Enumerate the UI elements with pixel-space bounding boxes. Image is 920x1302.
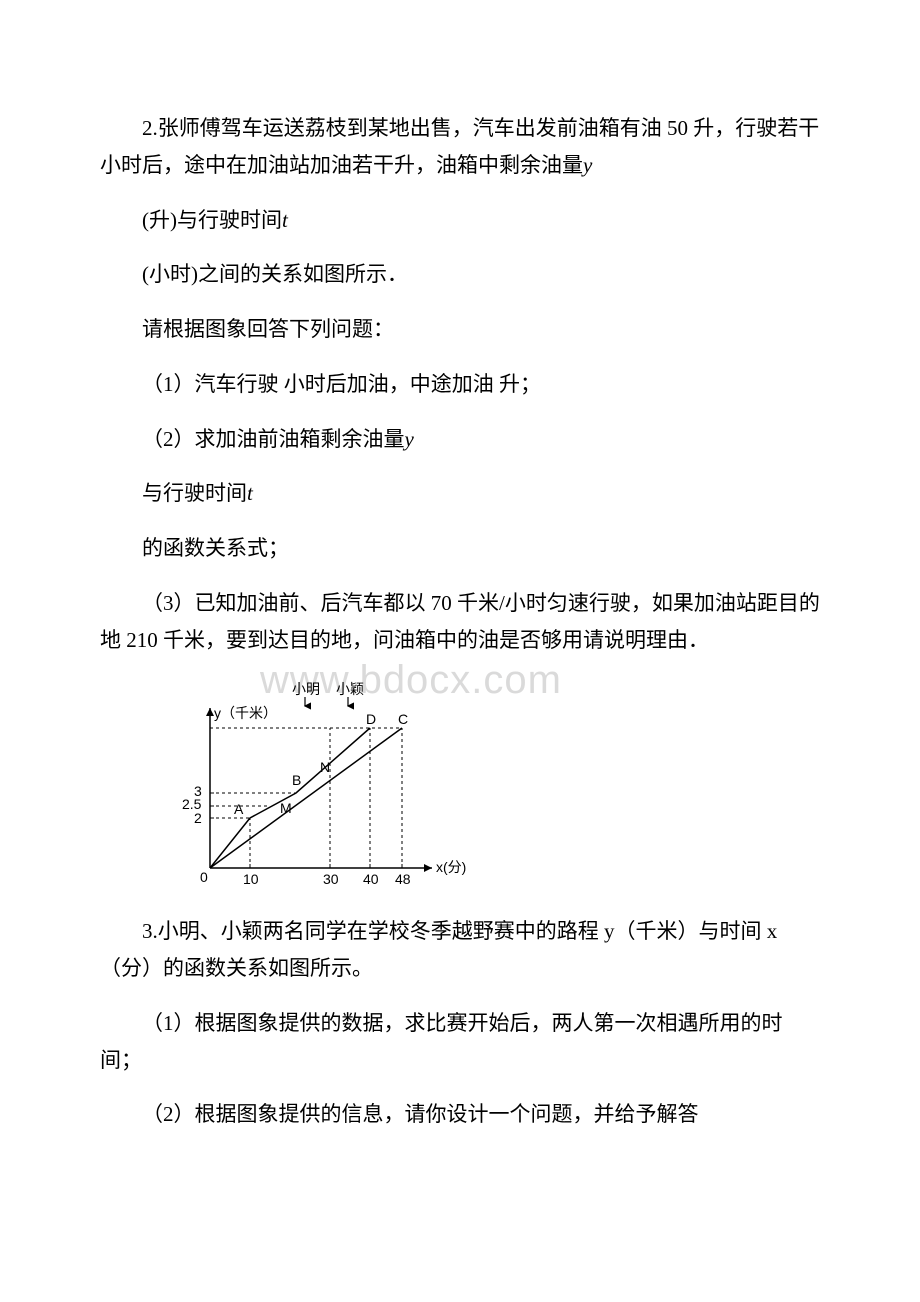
q3-l2: （1）根据图象提供的数据，求比赛开始后，两人第一次相遇所用的时间；: [100, 1005, 820, 1079]
q2-l6: （2）求加油前油箱剩余油量y: [100, 421, 820, 458]
q2-l2: (升)与行驶时间t: [100, 202, 820, 239]
race-chart: 小明 小颖 y（千米） x(分) 0 10 30 40: [170, 678, 480, 893]
y-axis-label: y（千米）: [214, 705, 277, 721]
xtick-48: 48: [395, 871, 411, 887]
q2-l6-text: （2）求加油前油箱剩余油量: [142, 427, 405, 451]
ytick-2: 2: [194, 810, 202, 826]
q2-var-t1: t: [282, 208, 288, 232]
q3-l3: （2）根据图象提供的信息，请你设计一个问题，并给予解答: [100, 1096, 820, 1133]
q2-l9: （3）已知加油前、后汽车都以 70 千米/小时匀速行驶，如果加油站距目的地 21…: [100, 585, 820, 659]
origin-label: 0: [200, 869, 208, 885]
q3-intro: 3.小明、小颖两名同学在学校冬季越野赛中的路程 y（千米）与时间 x（分）的函数…: [100, 913, 820, 987]
q2-l4: 请根据图象回答下列问题：: [100, 311, 820, 348]
q2-var-y2: y: [405, 427, 414, 451]
pt-D: D: [366, 711, 376, 727]
pt-B: B: [292, 772, 301, 788]
ytick-3: 3: [194, 783, 202, 799]
legend-ming-label: 小明: [292, 681, 320, 697]
pt-A: A: [234, 801, 244, 817]
q2-l7: 与行驶时间t: [100, 475, 820, 512]
xtick-30: 30: [323, 871, 339, 887]
q2-intro-text: 2.张师傅驾车运送荔枝到某地出售，汽车出发前油箱有油 50 升，行驶若干小时后，…: [100, 116, 819, 177]
figure-container: www.bdocx.com 小明 小颖 y（千米） x(分) 0: [170, 678, 500, 893]
legend-ying-label: 小颖: [336, 681, 364, 697]
q2-l2-text: (升)与行驶时间: [142, 208, 282, 232]
xtick-10: 10: [243, 871, 259, 887]
pt-N: N: [320, 759, 330, 775]
pt-M: M: [280, 800, 292, 816]
x-axis-label: x(分): [436, 859, 466, 875]
q2-l3: (小时)之间的关系如图所示．: [100, 256, 820, 293]
q2-intro: 2.张师傅驾车运送荔枝到某地出售，汽车出发前油箱有油 50 升，行驶若干小时后，…: [100, 110, 820, 184]
xtick-40: 40: [363, 871, 379, 887]
q2-l8: 的函数关系式；: [100, 530, 820, 567]
pt-C: C: [398, 711, 408, 727]
q2-l5: （1）汽车行驶 小时后加油，中途加油 升；: [100, 366, 820, 403]
q2-l7-text: 与行驶时间: [142, 481, 247, 505]
q2-var-t2: t: [247, 481, 253, 505]
q2-var-y: y: [583, 153, 592, 177]
